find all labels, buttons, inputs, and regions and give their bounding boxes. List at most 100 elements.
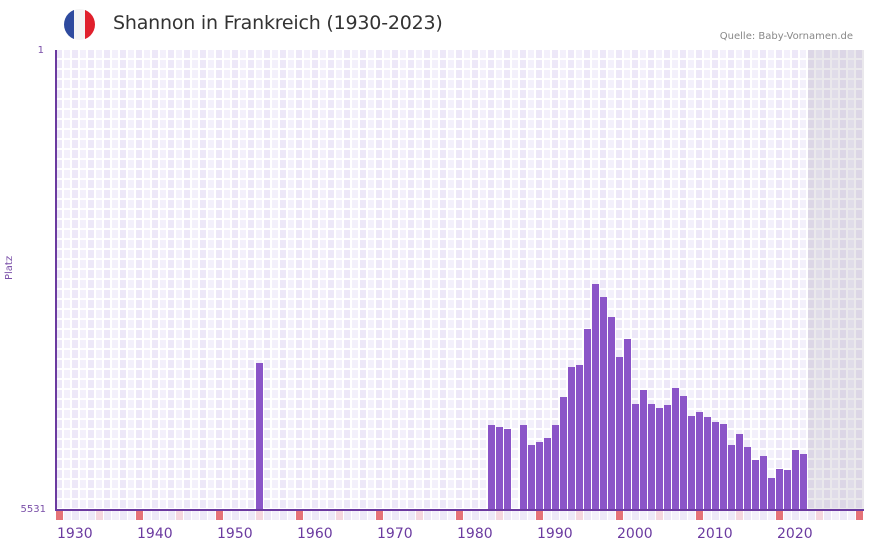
grid-cell xyxy=(176,50,184,60)
grid-cell xyxy=(192,90,200,100)
grid-cell xyxy=(72,120,80,130)
bar-1985[interactable] xyxy=(496,426,503,510)
grid-cell xyxy=(360,230,368,240)
grid-cell xyxy=(280,210,288,220)
grid-cell xyxy=(760,120,768,130)
bar-1984[interactable] xyxy=(488,424,495,510)
grid-cell xyxy=(144,70,152,80)
bar-2004[interactable] xyxy=(648,403,655,510)
bar-2009[interactable] xyxy=(688,415,695,510)
grid-cell xyxy=(216,180,224,190)
grid-cell xyxy=(320,150,328,160)
bar-1991[interactable] xyxy=(544,437,551,510)
bar-2018[interactable] xyxy=(760,455,767,510)
bar-1999[interactable] xyxy=(608,316,615,510)
bar-2001[interactable] xyxy=(624,338,631,510)
grid-cell xyxy=(688,210,696,220)
bar-2014[interactable] xyxy=(728,444,735,510)
grid-cell xyxy=(512,70,520,80)
bar-2011[interactable] xyxy=(704,416,711,510)
grid-cell xyxy=(456,70,464,80)
bar-1990[interactable] xyxy=(536,441,543,510)
bar-1986[interactable] xyxy=(504,428,511,510)
grid-cell xyxy=(320,60,328,70)
grid-cell xyxy=(656,90,664,100)
bar-2016[interactable] xyxy=(744,446,751,510)
grid-cell xyxy=(504,50,512,60)
grid-cell xyxy=(312,220,320,230)
grid-cell xyxy=(112,50,120,60)
year-marker xyxy=(648,511,655,520)
bar-2022[interactable] xyxy=(792,449,799,510)
grid-cell xyxy=(840,210,848,220)
grid-cell xyxy=(776,130,784,140)
bar-2012[interactable] xyxy=(712,421,719,510)
grid-cell xyxy=(272,130,280,140)
bar-1989[interactable] xyxy=(528,444,535,510)
grid-cell xyxy=(568,170,576,180)
bar-2007[interactable] xyxy=(672,387,679,510)
bar-1955[interactable] xyxy=(256,362,263,510)
grid-cell xyxy=(680,70,688,80)
grid-cell xyxy=(824,90,832,100)
grid-cell xyxy=(256,170,264,180)
bar-2021[interactable] xyxy=(784,469,791,510)
bar-1997[interactable] xyxy=(592,284,599,510)
bar-2015[interactable] xyxy=(736,433,743,510)
bar-2020[interactable] xyxy=(776,468,783,510)
grid-cell xyxy=(624,130,632,140)
grid-cell xyxy=(504,90,512,100)
bar-2006[interactable] xyxy=(664,404,671,510)
grid-cell xyxy=(440,70,448,80)
grid-cell xyxy=(744,90,752,100)
bar-1993[interactable] xyxy=(560,396,567,510)
grid-cell xyxy=(368,110,376,120)
bar-2005[interactable] xyxy=(656,407,663,510)
grid-cell xyxy=(528,200,536,210)
bar-1992[interactable] xyxy=(552,424,559,510)
grid-cell xyxy=(296,220,304,230)
bar-2000[interactable] xyxy=(616,356,623,510)
grid-cell xyxy=(480,150,488,160)
year-marker xyxy=(600,511,607,520)
grid-cell xyxy=(280,130,288,140)
grid-cell xyxy=(120,60,128,70)
grid-cell xyxy=(464,120,472,130)
grid-cell xyxy=(192,150,200,160)
bar-2019[interactable] xyxy=(768,477,775,510)
bar-1994[interactable] xyxy=(568,366,575,510)
bar-2023[interactable] xyxy=(800,453,807,510)
grid-cell xyxy=(512,120,520,130)
grid-cell xyxy=(272,100,280,110)
grid-cell xyxy=(384,230,392,240)
bar-2008[interactable] xyxy=(680,395,687,510)
grid-cell xyxy=(304,210,312,220)
grid-cell xyxy=(640,110,648,120)
grid-cell xyxy=(488,60,496,70)
grid-cell xyxy=(168,140,176,150)
bar-1988[interactable] xyxy=(520,424,527,510)
grid-cell xyxy=(224,230,232,240)
bar-1995[interactable] xyxy=(576,364,583,510)
bar-2003[interactable] xyxy=(640,389,647,510)
grid-cell xyxy=(336,120,344,130)
bar-1998[interactable] xyxy=(600,296,607,510)
grid-cell xyxy=(544,140,552,150)
year-marker xyxy=(472,511,479,520)
bar-2013[interactable] xyxy=(720,423,727,510)
bar-2017[interactable] xyxy=(752,459,759,510)
bar-1996[interactable] xyxy=(584,329,591,510)
grid-cell xyxy=(432,50,440,60)
bar-2010[interactable] xyxy=(696,411,703,510)
grid-cell xyxy=(560,50,568,60)
grid-cell xyxy=(184,130,192,140)
grid-cell xyxy=(576,130,584,140)
grid-cell xyxy=(792,50,800,60)
grid-cell xyxy=(592,120,600,130)
grid-cell xyxy=(200,230,208,240)
grid-cell xyxy=(288,220,296,230)
bar-2002[interactable] xyxy=(632,403,639,510)
grid-cell xyxy=(776,70,784,80)
grid-cell xyxy=(824,100,832,110)
grid-cell xyxy=(312,100,320,110)
